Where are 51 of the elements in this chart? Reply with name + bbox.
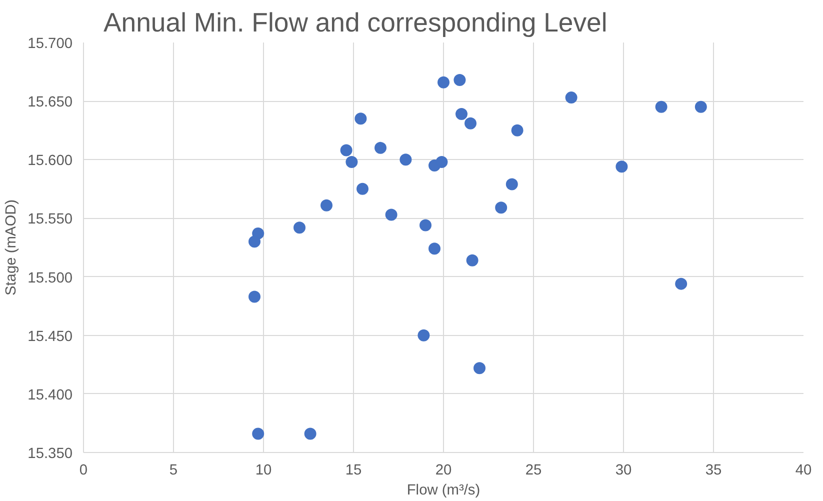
x-tick-label: 25 xyxy=(525,462,542,478)
point xyxy=(616,160,628,173)
chart-title: Annual Min. Flow and corresponding Level xyxy=(104,8,608,38)
x-tick-label: 5 xyxy=(169,462,178,478)
point xyxy=(400,154,412,166)
point xyxy=(655,100,668,113)
y-tick-label: 15.350 xyxy=(28,446,72,462)
point xyxy=(294,222,306,234)
point xyxy=(428,242,440,255)
point xyxy=(456,108,468,120)
x-tick-label: 40 xyxy=(795,462,812,478)
y-axis-title: Stage (mAOD) xyxy=(4,199,20,296)
point xyxy=(340,144,352,156)
x-tick-label: 30 xyxy=(615,462,632,478)
y-tick-label: 15.450 xyxy=(28,328,72,345)
point xyxy=(304,428,316,440)
point xyxy=(511,124,524,136)
point xyxy=(354,112,367,125)
x-tick-label: 0 xyxy=(79,462,88,478)
y-tick-label: 15.650 xyxy=(28,94,72,111)
point xyxy=(464,117,476,130)
point xyxy=(252,428,264,440)
point xyxy=(565,92,578,104)
x-tick-label: 15 xyxy=(345,462,362,478)
y-tick-label: 15.550 xyxy=(28,212,72,228)
x-tick-label: 35 xyxy=(705,462,722,478)
point xyxy=(675,278,688,290)
y-tick-label: 15.600 xyxy=(28,153,72,170)
x-tick-label: 20 xyxy=(435,462,452,478)
point xyxy=(418,329,430,342)
y-tick-label: 15.400 xyxy=(28,387,72,404)
point xyxy=(248,290,260,303)
point xyxy=(454,74,466,86)
point xyxy=(356,182,368,195)
point xyxy=(385,208,398,221)
point xyxy=(694,100,707,113)
y-tick-label: 15.500 xyxy=(28,270,72,286)
point xyxy=(474,362,486,374)
point xyxy=(436,156,448,168)
point xyxy=(506,178,518,190)
point xyxy=(438,76,450,88)
point xyxy=(374,142,386,154)
point xyxy=(248,236,260,248)
point xyxy=(420,219,432,232)
point xyxy=(466,254,478,266)
point xyxy=(346,156,358,168)
x-axis-title: Flow (m³/s) xyxy=(406,482,480,498)
point xyxy=(495,202,508,214)
y-tick-label: 15.700 xyxy=(28,36,72,52)
point xyxy=(320,199,332,212)
x-tick-label: 10 xyxy=(255,462,272,478)
